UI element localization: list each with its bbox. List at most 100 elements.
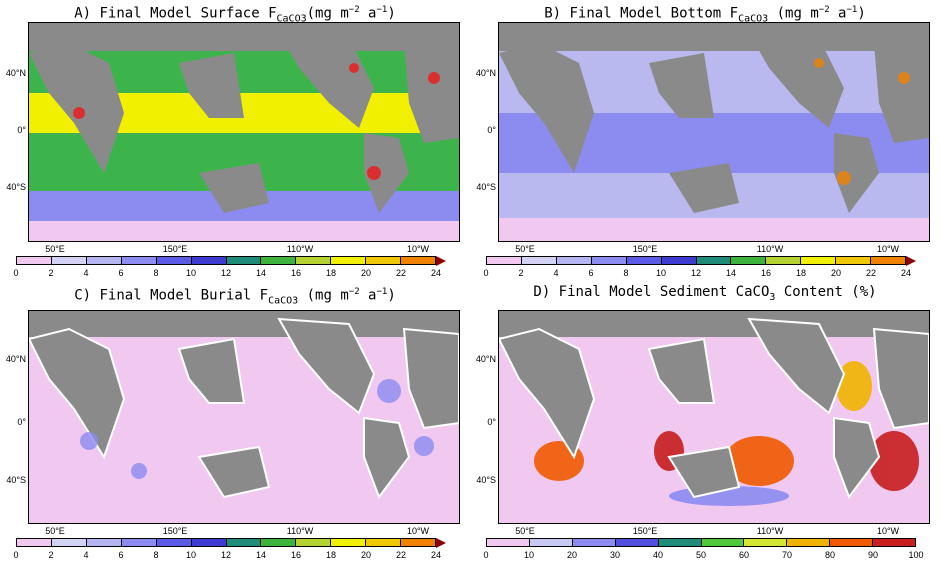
panel-b: B) Final Model Bottom FCaCO3 (mg m−2 a−1… bbox=[470, 0, 940, 282]
hotspots bbox=[73, 63, 440, 180]
colorbar bbox=[486, 538, 916, 547]
land-masses bbox=[29, 317, 459, 500]
colorbar-segment bbox=[529, 539, 573, 546]
land-masses bbox=[29, 33, 459, 213]
colorbar-segment bbox=[296, 257, 332, 264]
colorbar-tick-label: 14 bbox=[255, 268, 267, 278]
colorbar-tick-label: 50 bbox=[695, 550, 707, 560]
lon-label: 10°W bbox=[406, 526, 430, 536]
colorbar-tick-label: 16 bbox=[760, 268, 772, 278]
map-graphic bbox=[499, 23, 929, 241]
colorbar-segment bbox=[366, 257, 402, 264]
land-masses bbox=[499, 33, 929, 213]
panel-title: C) Final Model Burial FCaCO3 (mg m−2 a−1… bbox=[74, 287, 396, 307]
colorbar-segment bbox=[487, 539, 530, 546]
colorbar-segment bbox=[86, 257, 122, 264]
lat-label: 40°S bbox=[6, 475, 26, 485]
colorbar-segment bbox=[487, 257, 522, 264]
map-graphic bbox=[29, 311, 459, 523]
panel-d: D) Final Model Sediment CaCO3 Content (%… bbox=[470, 282, 940, 564]
colorbar-tick-label: 4 bbox=[83, 550, 89, 560]
colorbar-segment bbox=[331, 257, 367, 264]
colorbar bbox=[16, 538, 436, 547]
lon-label: 50°E bbox=[515, 244, 535, 254]
colorbar-tick-label: 18 bbox=[795, 268, 807, 278]
colorbar-segment bbox=[658, 539, 702, 546]
panel-title: B) Final Model Bottom FCaCO3 (mg m−2 a−1… bbox=[544, 5, 866, 25]
colorbar-segment bbox=[261, 257, 297, 264]
colorbar-segment bbox=[191, 257, 227, 264]
colorbar bbox=[486, 256, 906, 265]
colorbar-tick-label: 10 bbox=[523, 550, 535, 560]
colorbar-tick-label: 4 bbox=[83, 268, 89, 278]
colorbar-tick-label: 12 bbox=[690, 268, 702, 278]
colorbar-segment bbox=[17, 539, 52, 546]
colorbar-tick-label: 8 bbox=[623, 268, 629, 278]
map-bottom-flux bbox=[498, 22, 930, 242]
colorbar-tick-label: 16 bbox=[290, 550, 302, 560]
colorbar-overflow-arrow bbox=[436, 256, 446, 266]
lon-label: 150°E bbox=[632, 244, 658, 254]
lat-label: 40°N bbox=[5, 354, 26, 364]
lat-label: 0° bbox=[17, 125, 26, 135]
lat-label: 0° bbox=[17, 417, 26, 427]
colorbar-tick-label: 22 bbox=[395, 550, 407, 560]
colorbar-tick-label: 24 bbox=[430, 268, 442, 278]
lat-label: 40°S bbox=[6, 182, 26, 192]
colorbar-tick-label: 70 bbox=[781, 550, 793, 560]
colorbar-segment bbox=[661, 257, 697, 264]
colorbar-tick-label: 100 bbox=[908, 550, 924, 560]
colorbar-segment bbox=[17, 257, 52, 264]
lon-label: 150°E bbox=[162, 526, 188, 536]
colorbar-tick-label: 18 bbox=[325, 268, 337, 278]
lat-label: 0° bbox=[487, 417, 496, 427]
lon-label: 10°W bbox=[406, 244, 430, 254]
map-graphic bbox=[29, 23, 459, 241]
colorbar-segment bbox=[331, 539, 367, 546]
colorbar-tick-label: 8 bbox=[153, 268, 159, 278]
map-burial-flux bbox=[28, 310, 460, 524]
panel-title: D) Final Model Sediment CaCO3 Content (%… bbox=[533, 284, 877, 303]
lat-label: 40°S bbox=[476, 475, 496, 485]
lon-label: 10°W bbox=[876, 526, 900, 536]
lon-label: 110°W bbox=[756, 244, 784, 254]
map-sediment-content bbox=[498, 310, 930, 524]
colorbar-tick-label: 2 bbox=[518, 268, 524, 278]
lon-label: 50°E bbox=[45, 244, 65, 254]
colorbar-tick-label: 2 bbox=[48, 268, 54, 278]
colorbar-segment bbox=[226, 539, 262, 546]
colorbar-tick-label: 30 bbox=[609, 550, 621, 560]
colorbar-tick-label: 6 bbox=[588, 268, 594, 278]
hotspots bbox=[814, 58, 910, 185]
colorbar-tick-label: 16 bbox=[290, 268, 302, 278]
colorbar-tick-label: 14 bbox=[255, 550, 267, 560]
colorbar-tick-label: 12 bbox=[220, 550, 232, 560]
lat-label: 40°S bbox=[476, 182, 496, 192]
map-surface-flux bbox=[28, 22, 460, 242]
lon-label: 50°E bbox=[45, 526, 65, 536]
colorbar-tick-label: 18 bbox=[325, 550, 337, 560]
panel-title: A) Final Model Surface FCaCO3(mg m−2 a−1… bbox=[74, 5, 396, 25]
colorbar-segment bbox=[766, 257, 802, 264]
colorbar-segment bbox=[226, 257, 262, 264]
colorbar-segment bbox=[521, 257, 557, 264]
colorbar-segment bbox=[121, 257, 157, 264]
colorbar-segment bbox=[801, 257, 837, 264]
colorbar-segment bbox=[366, 539, 402, 546]
lon-label: 10°W bbox=[876, 244, 900, 254]
panel-a: A) Final Model Surface FCaCO3(mg m−2 a−1… bbox=[0, 0, 470, 282]
colorbar-segment bbox=[156, 257, 192, 264]
colorbar-tick-label: 0 bbox=[13, 268, 19, 278]
colorbar-segment bbox=[787, 539, 831, 546]
colorbar-overflow-arrow bbox=[906, 256, 916, 266]
map-graphic bbox=[499, 311, 929, 523]
colorbar-segment bbox=[296, 539, 332, 546]
lon-label: 110°W bbox=[286, 244, 314, 254]
colorbar-segment bbox=[191, 539, 227, 546]
lon-label: 150°E bbox=[162, 244, 188, 254]
lat-label: 40°N bbox=[475, 68, 496, 78]
colorbar-segment bbox=[86, 539, 122, 546]
colorbar-segment bbox=[51, 539, 87, 546]
colorbar-segment bbox=[626, 257, 662, 264]
colorbar-segment bbox=[744, 539, 788, 546]
